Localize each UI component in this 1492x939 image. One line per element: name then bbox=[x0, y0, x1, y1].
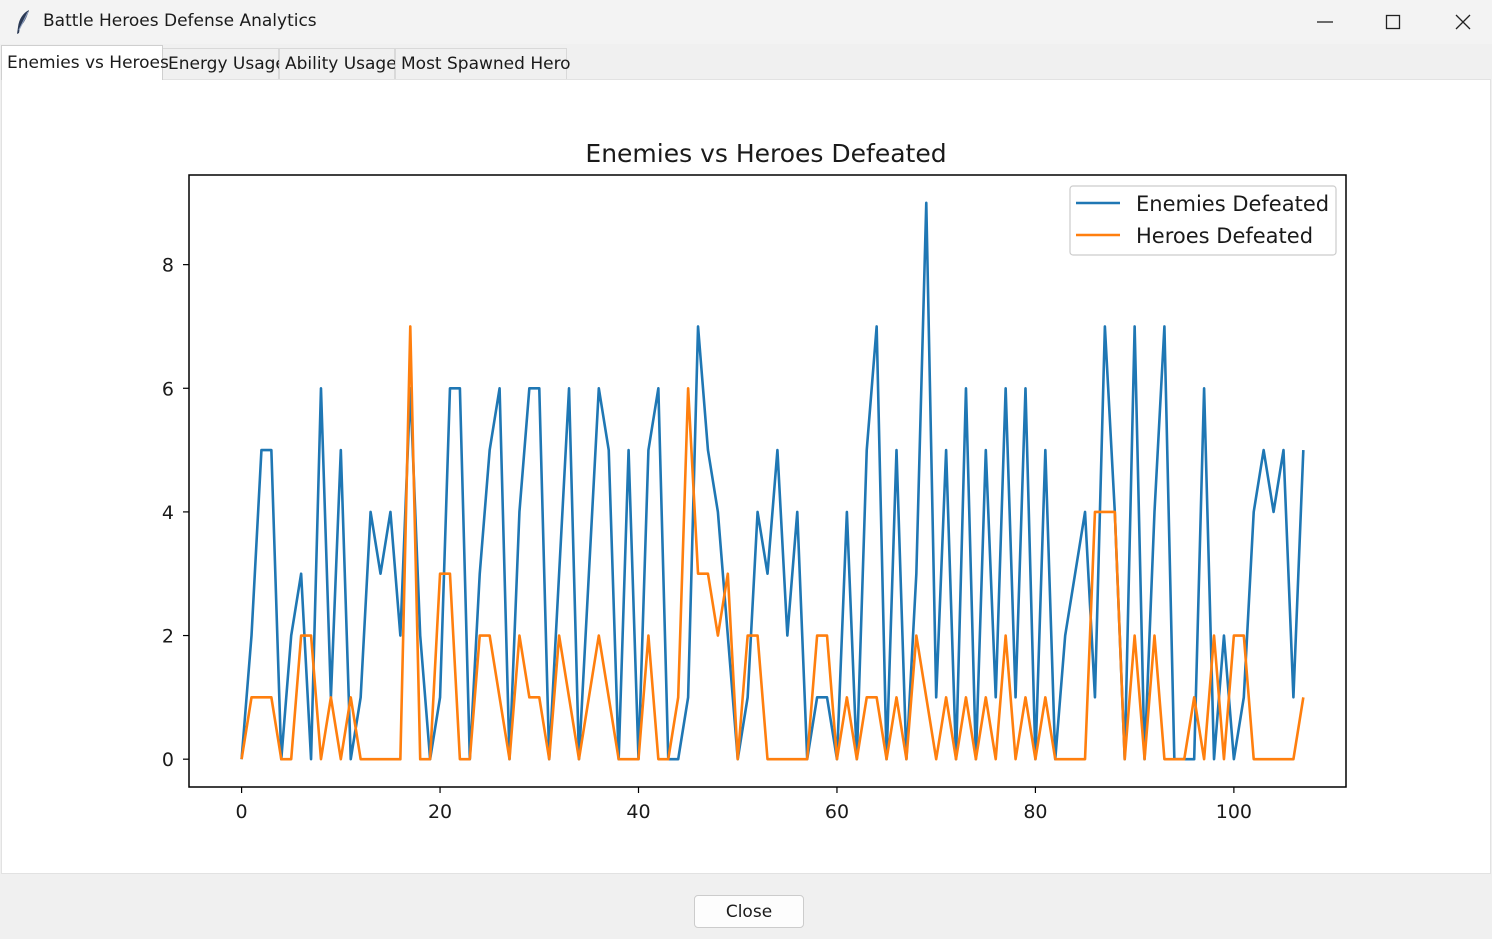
minimize-icon bbox=[1317, 21, 1333, 23]
axes-layer: 0 20 40 60 80 100 0 2 4 6 8 bbox=[162, 255, 1252, 823]
window-title: Battle Heroes Defense Analytics bbox=[43, 11, 317, 31]
tab-bar: Enemies vs Heroes Energy Usage Ability U… bbox=[0, 44, 1492, 80]
series-layer bbox=[240, 201, 1305, 761]
tab-enemies-vs-heroes[interactable]: Enemies vs Heroes bbox=[1, 45, 169, 80]
tab-energy-usage[interactable]: Energy Usage bbox=[162, 48, 286, 79]
y-tick-label: 4 bbox=[162, 502, 174, 524]
x-tick-label: 0 bbox=[236, 801, 248, 823]
x-tick-label: 20 bbox=[428, 801, 452, 823]
tab-ability-usage[interactable]: Ability Usage bbox=[279, 48, 397, 79]
title-bar: Battle Heroes Defense Analytics bbox=[0, 0, 1492, 44]
y-tick-label: 8 bbox=[162, 255, 174, 277]
legend: Enemies Defeated Heroes Defeated bbox=[1069, 185, 1337, 256]
line-chart: Enemies vs Heroes Defeated 0 20 40 60 80 1000… bbox=[162, 139, 1347, 823]
feather-icon bbox=[17, 10, 29, 34]
minimize-button[interactable] bbox=[1292, 0, 1358, 44]
close-window-button[interactable] bbox=[1430, 0, 1492, 44]
legend-box bbox=[1069, 185, 1337, 256]
plot-frame bbox=[188, 174, 1347, 788]
close-icon bbox=[1455, 14, 1471, 30]
legend-label-heroes: Heroes Defeated bbox=[1136, 224, 1313, 248]
chart-title: Enemies vs Heroes Defeated bbox=[585, 139, 946, 168]
y-tick-label: 2 bbox=[162, 626, 174, 648]
x-tick-label: 60 bbox=[825, 801, 849, 823]
legend-label-enemies: Enemies Defeated bbox=[1136, 192, 1329, 216]
maximize-icon bbox=[1385, 14, 1401, 30]
y-tick-label: 0 bbox=[162, 749, 174, 771]
series-line-enemies-defeated bbox=[240, 201, 1305, 761]
maximize-button[interactable] bbox=[1360, 0, 1426, 44]
chart-panel: Enemies vs Heroes Defeated 0 20 40 60 80 100 0… bbox=[1, 79, 1491, 874]
x-tick-label: 40 bbox=[626, 801, 650, 823]
x-tick-label: 80 bbox=[1023, 801, 1047, 823]
series-line-heroes-defeated bbox=[240, 325, 1305, 761]
close-button[interactable]: Close bbox=[694, 895, 804, 928]
y-tick-label: 6 bbox=[162, 378, 174, 400]
x-tick-label: 100 bbox=[1216, 801, 1252, 823]
tab-most-spawned-hero[interactable]: Most Spawned Hero bbox=[395, 48, 571, 79]
